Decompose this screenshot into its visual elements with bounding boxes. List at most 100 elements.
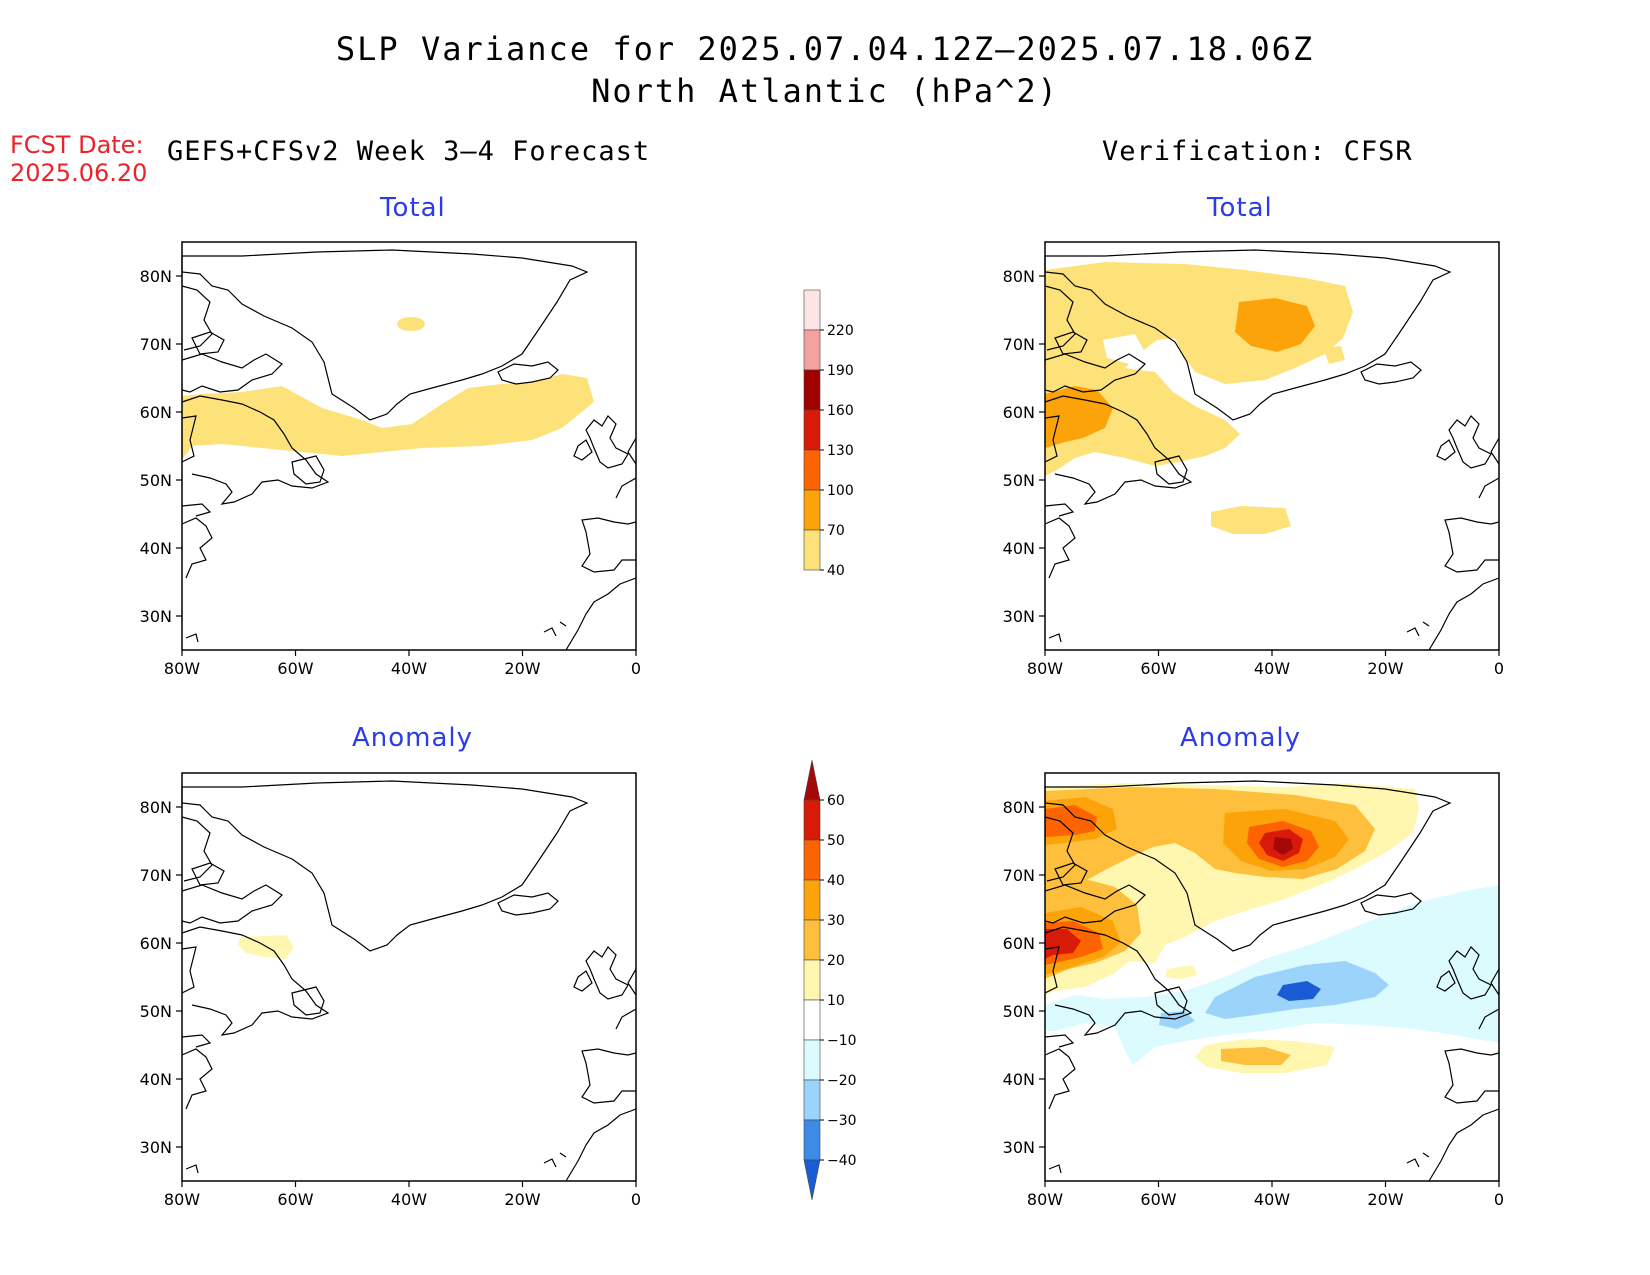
colorbar-label: 50 [827,833,845,849]
colorbar-swatch [803,1039,821,1081]
lat-tick-label: 30N [1003,607,1035,626]
lon-tick-label: 40W [391,659,427,678]
lat-tick-label: 40N [140,539,172,558]
contour-70-100-peak [1235,298,1315,352]
colorbar-label: 10 [827,993,845,1009]
colorbar-label: 220 [827,323,854,339]
contour-40-70 [182,374,594,460]
lat-tick-label: 80N [140,798,172,817]
colorbar-swatch [803,959,821,1001]
lat-tick-label: 30N [1003,1138,1035,1157]
forecast-total-title: Total [380,193,446,223]
colorbar-label: 160 [827,403,854,419]
lat-tick-label: 70N [140,866,172,885]
colorbar-label: 70 [827,523,845,539]
lon-tick-label: 80W [164,1190,200,1209]
lon-tick-label: 40W [1254,659,1290,678]
contour-neg-30-40 [1277,981,1321,1001]
colorbar-swatch [803,449,821,491]
lon-tick-label: 60W [277,1190,313,1209]
contour-40-70 [1045,262,1353,476]
lat-tick-label: 70N [1003,335,1035,354]
lat-tick-label: 60N [140,403,172,422]
colorbar-label: 190 [827,363,854,379]
verification-total-title: Total [1207,193,1273,223]
colorbar-swatch [803,1159,821,1201]
colorbar-swatch [803,1119,821,1161]
contour-70-100 [1045,386,1113,448]
colorbar-total: 220 190 160 130 100 70 40 [803,289,854,579]
colorbar-swatch [803,999,821,1041]
lon-tick-label: 20W [1367,659,1403,678]
forecast-anomaly-title: Anomaly [352,723,474,753]
axis-ticks: 80N 70N 60N 50N 40N 30N 80W 60W 40W 20W 0 80N 70N 60N… [140,267,1504,1209]
contour-40-70-small [1323,346,1345,364]
lon-tick-label: 80W [1027,659,1063,678]
lat-tick-label: 80N [1003,267,1035,286]
contour-20-30-south [1221,1047,1291,1065]
contour-10-20-small [1165,965,1197,979]
colorbar-swatch [803,289,821,331]
panel-frame [181,772,637,1182]
fcst-date-label: FCST Date: [10,131,144,159]
colorbar-label: −30 [827,1113,857,1129]
panel-forecast-anomaly [181,772,637,1182]
contour-gap [1103,334,1145,364]
lat-tick-label: 50N [140,1002,172,1021]
lon-tick-label: 60W [1140,1190,1176,1209]
lon-tick-label: 80W [1027,1190,1063,1209]
lat-tick-label: 40N [140,1070,172,1089]
colorbar-swatch [803,529,821,571]
lon-tick-label: 20W [1367,1190,1403,1209]
colorbar-anomaly: 60 50 40 30 20 10 −10 −20 −30 −40 [803,759,857,1201]
contour-50-60-southwest [1045,929,1081,959]
main-title: SLP Variance for 2025.07.04.12Z–2025.07.… [335,30,1315,68]
colorbar-swatch [803,919,821,961]
colorbar-swatch [803,839,821,881]
colorbar-swatch [803,489,821,531]
panel-forecast-total [181,241,637,651]
forecast-column-title: GEFS+CFSv2 Week 3–4 Forecast [167,136,651,167]
colorbar-label: 40 [827,563,845,579]
lat-tick-label: 40N [1003,539,1035,558]
colorbar-label: 130 [827,443,854,459]
colorbar-swatch [803,329,821,371]
colorbar-label: −10 [827,1033,857,1049]
colorbar-swatch [803,879,821,921]
lon-tick-label: 0 [1494,659,1504,678]
lat-tick-label: 50N [1003,1002,1035,1021]
lon-tick-label: 40W [1254,1190,1290,1209]
contour-40-50-northwest [1045,805,1097,837]
lon-tick-label: 0 [631,1190,641,1209]
panel-verification-total [1044,241,1500,651]
colorbar-swatch [803,369,821,411]
main-subtitle: North Atlantic (hPa^2) [591,72,1059,110]
lat-tick-label: 50N [140,471,172,490]
lon-tick-label: 60W [277,659,313,678]
colorbar-label: 30 [827,913,845,929]
fcst-date-value: 2025.06.20 [10,159,148,187]
lat-tick-label: 30N [140,607,172,626]
lat-tick-label: 60N [1003,934,1035,953]
lon-tick-label: 80W [164,659,200,678]
colorbar-swatch [803,1079,821,1121]
lon-tick-label: 40W [391,1190,427,1209]
colorbar-label: 60 [827,793,845,809]
lat-tick-label: 60N [140,934,172,953]
verification-anomaly-title: Anomaly [1180,723,1302,753]
lon-tick-label: 20W [504,1190,540,1209]
colorbar-label: 100 [827,483,854,499]
lat-tick-label: 40N [1003,1070,1035,1089]
lat-tick-label: 70N [140,335,172,354]
lat-tick-label: 30N [140,1138,172,1157]
lat-tick-label: 80N [1003,798,1035,817]
contour-gt-60 [1273,837,1293,855]
colorbar-label: −20 [827,1073,857,1089]
contour-40-70-south [1211,506,1291,534]
lat-tick-label: 80N [140,267,172,286]
lon-tick-label: 0 [631,659,641,678]
colorbar-swatch [803,759,821,801]
lon-tick-label: 0 [1494,1190,1504,1209]
panel-verification-anomaly [1044,772,1500,1182]
